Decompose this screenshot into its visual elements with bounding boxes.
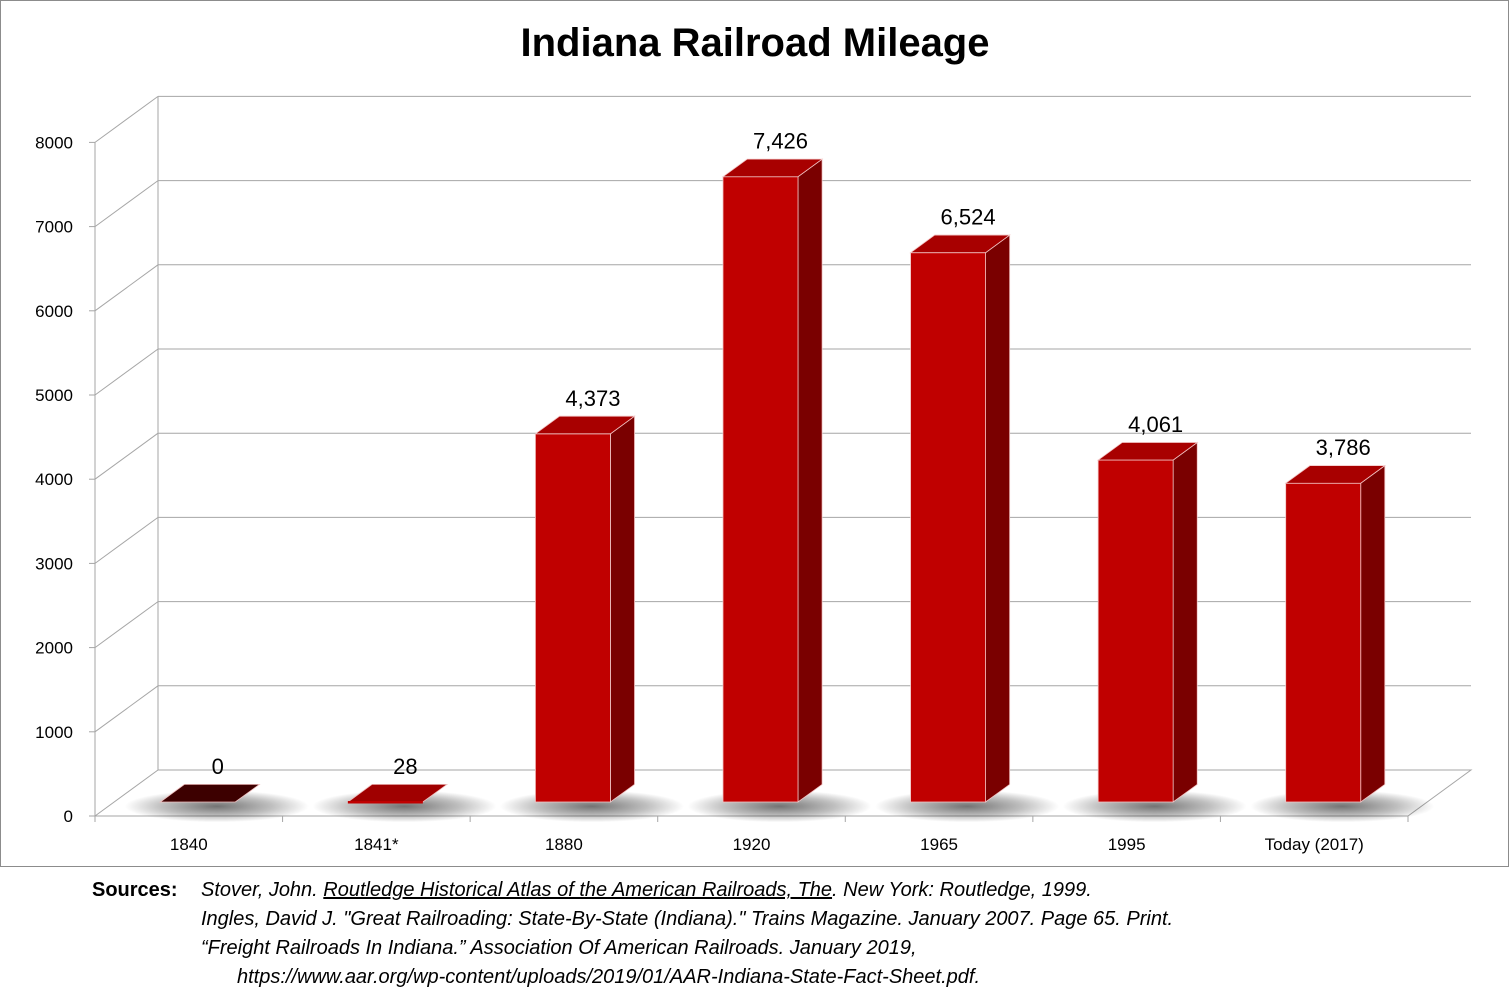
bar-front xyxy=(910,252,986,803)
gridline-diagonal xyxy=(94,685,159,733)
chart-title: Indiana Railroad Mileage xyxy=(520,21,989,65)
data-label: 0 xyxy=(212,754,224,779)
bar-front xyxy=(1097,459,1174,803)
data-label: 4,373 xyxy=(565,386,620,411)
source-1-title: Routledge Historical Atlas of the Americ… xyxy=(323,879,833,901)
gridline-diagonal xyxy=(94,516,159,564)
data-label: 7,426 xyxy=(753,129,808,154)
bar-top xyxy=(909,234,1011,254)
bar-top xyxy=(1284,465,1387,484)
source-1-author: Stover, John. xyxy=(201,879,324,901)
y-tick-label: 3000 xyxy=(35,554,73,573)
x-axis-ticks: 1840 1841* 1880 1920 1965 1995 Today (2017) xyxy=(94,816,1409,854)
bar-1965 xyxy=(909,234,1011,803)
source-line-3: “Freight Railroads In Indiana.” Associat… xyxy=(201,937,917,959)
bar-today-2017- xyxy=(1284,464,1387,803)
x-tick-label: 1841* xyxy=(354,835,399,854)
source-line-4-url: https://www.aar.org/wp-content/uploads/2… xyxy=(237,966,981,988)
gridline-diagonal xyxy=(94,601,159,649)
bar-front xyxy=(347,801,423,804)
bar-1841- xyxy=(346,784,449,804)
bar-top xyxy=(159,784,261,803)
bar-1880 xyxy=(534,415,636,803)
y-tick-label: 0 xyxy=(64,807,73,826)
bar-side xyxy=(610,415,635,803)
gridline-diagonal xyxy=(94,432,159,480)
y-tick-label: 7000 xyxy=(35,218,73,237)
y-tick-label: 6000 xyxy=(35,302,73,321)
bar-side xyxy=(797,158,823,803)
x-tick-label: 1840 xyxy=(170,835,208,854)
bar-1995 xyxy=(1096,441,1199,803)
data-label: 6,524 xyxy=(941,205,996,230)
bar-side xyxy=(1360,464,1386,803)
data-label: 28 xyxy=(393,754,417,779)
bar-top xyxy=(534,415,636,435)
data-label: 3,786 xyxy=(1316,435,1371,460)
source-line-1: Stover, John. Routledge Historical Atlas… xyxy=(201,876,1092,905)
y-tick-label: 1000 xyxy=(35,723,73,742)
y-tick-label: 4000 xyxy=(35,470,73,489)
y-tick-label: 5000 xyxy=(35,386,73,405)
source-line-2: Ingles, David J. "Great Railroading: Sta… xyxy=(201,908,1174,930)
bar-front xyxy=(1285,482,1362,803)
gridline-diagonal xyxy=(94,264,159,312)
bar-top xyxy=(1096,442,1199,461)
bar-top xyxy=(721,158,824,178)
gridline-diagonal xyxy=(94,348,159,396)
y-tick-label: 2000 xyxy=(35,639,73,658)
sources-label: Sources: xyxy=(92,879,178,901)
bar-side xyxy=(985,234,1011,803)
gridline-diagonal xyxy=(94,95,159,143)
bar-side xyxy=(1172,441,1198,803)
gridline-diagonal xyxy=(94,180,159,228)
bar-chart: Indiana Railroad Mileage 0 1000 2000 3000 40… xyxy=(35,21,1473,854)
x-tick-label: Today (2017) xyxy=(1265,835,1364,854)
bar-front xyxy=(535,433,611,803)
data-labels: 0 28 4,373 7,426 6,524 4,061 3,786 xyxy=(212,129,1371,779)
bar-1840 xyxy=(159,784,261,803)
data-label: 4,061 xyxy=(1128,412,1183,437)
y-tick-label: 8000 xyxy=(35,133,73,152)
bars xyxy=(159,158,1387,804)
x-tick-label: 1995 xyxy=(1108,835,1146,854)
y-axis-ticks: 0 1000 2000 3000 4000 5000 6000 7000 8000 xyxy=(35,133,73,826)
x-tick-label: 1965 xyxy=(920,835,958,854)
bar-front xyxy=(722,176,799,803)
source-1-publisher: . New York: Routledge, 1999. xyxy=(832,879,1092,901)
x-tick-label: 1880 xyxy=(545,835,583,854)
x-tick-label: 1920 xyxy=(733,835,771,854)
bar-1920 xyxy=(721,158,824,803)
